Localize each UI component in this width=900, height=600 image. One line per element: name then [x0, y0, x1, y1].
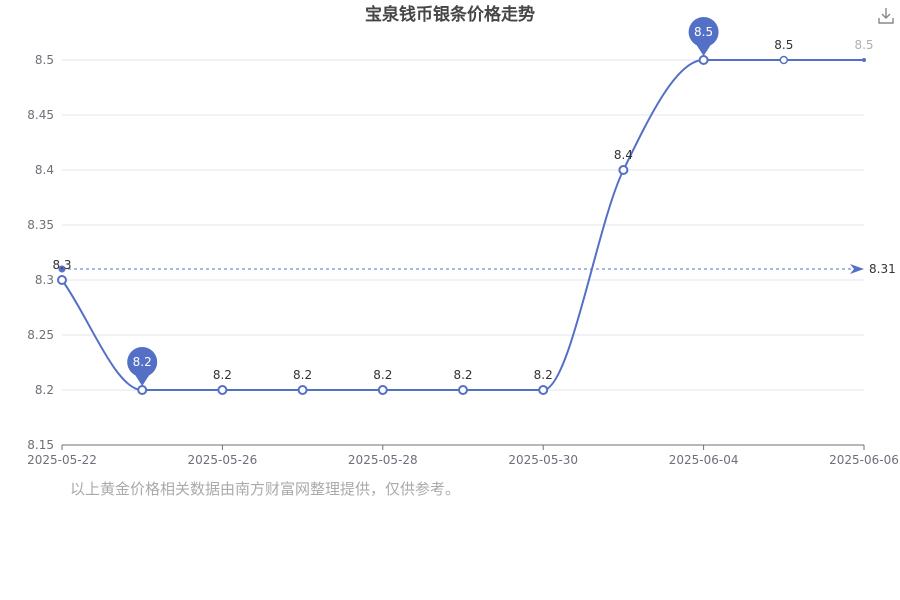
y-axis-ticks: 8.15 8.2 8.25 8.3 8.35 8.4 8.45 8.5 — [27, 53, 54, 452]
y-tick-label: 8.2 — [35, 383, 54, 397]
data-point — [698, 55, 709, 65]
x-tick-label: 2025-05-30 — [508, 453, 578, 467]
mark-points: 8.2 8.5 — [127, 17, 719, 386]
y-tick-label: 8.25 — [27, 328, 54, 342]
x-tick-label: 2025-05-22 — [27, 453, 97, 467]
data-point — [458, 385, 468, 395]
data-point — [137, 385, 148, 395]
x-tick-label: 2025-06-06 — [829, 453, 899, 467]
download-icon[interactable] — [876, 6, 896, 26]
data-point — [217, 385, 228, 395]
data-label: 8.2 — [453, 368, 472, 382]
average-line-label: 8.31 — [869, 262, 896, 276]
mark-pin-label: 8.2 — [133, 355, 152, 369]
average-line-start — [58, 265, 66, 273]
data-point — [297, 385, 308, 395]
y-tick-label: 8.45 — [27, 108, 54, 122]
average-line: 8.31 — [58, 262, 896, 276]
x-tick-label: 2025-05-28 — [348, 453, 418, 467]
grid-lines — [62, 59, 864, 391]
data-label: 8.5 — [854, 38, 873, 52]
data-point — [779, 55, 789, 65]
data-label: 8.2 — [293, 368, 312, 382]
x-tick-label: 2025-05-26 — [188, 453, 258, 467]
data-label: 8.2 — [534, 368, 553, 382]
data-point — [862, 58, 866, 62]
mark-pin-head — [688, 17, 719, 47]
data-label: 8.2 — [213, 368, 232, 382]
y-tick-label: 8.4 — [35, 163, 54, 177]
x-axis: 2025-05-22 2025-05-26 2025-05-28 2025-05-30… — [27, 444, 899, 467]
data-point — [618, 165, 629, 175]
mark-pin-head — [127, 347, 158, 377]
y-tick-label: 8.35 — [27, 218, 54, 232]
average-line-arrow — [850, 264, 864, 274]
data-label: 8.4 — [614, 148, 633, 162]
y-tick-label: 8.5 — [35, 53, 54, 67]
data-label: 8.2 — [373, 368, 392, 382]
data-label: 8.3 — [52, 258, 71, 272]
y-tick-label: 8.3 — [35, 273, 54, 287]
data-point — [377, 385, 388, 395]
chart-title: 宝泉钱币银条价格走势 — [365, 4, 535, 25]
footnote: 以上黄金价格相关数据由南方财富网整理提供，仅供参考。 — [70, 480, 461, 498]
data-label: 8.5 — [774, 38, 793, 52]
mark-pin-label: 8.5 — [694, 25, 713, 39]
data-point — [538, 385, 549, 395]
data-point — [57, 275, 67, 285]
y-tick-label: 8.15 — [27, 438, 54, 452]
x-tick-label: 2025-06-04 — [669, 453, 739, 467]
data-labels: 8.3 8.2 8.2 8.2 8.2 8.2 8.4 8.5 8.5 — [52, 38, 873, 382]
